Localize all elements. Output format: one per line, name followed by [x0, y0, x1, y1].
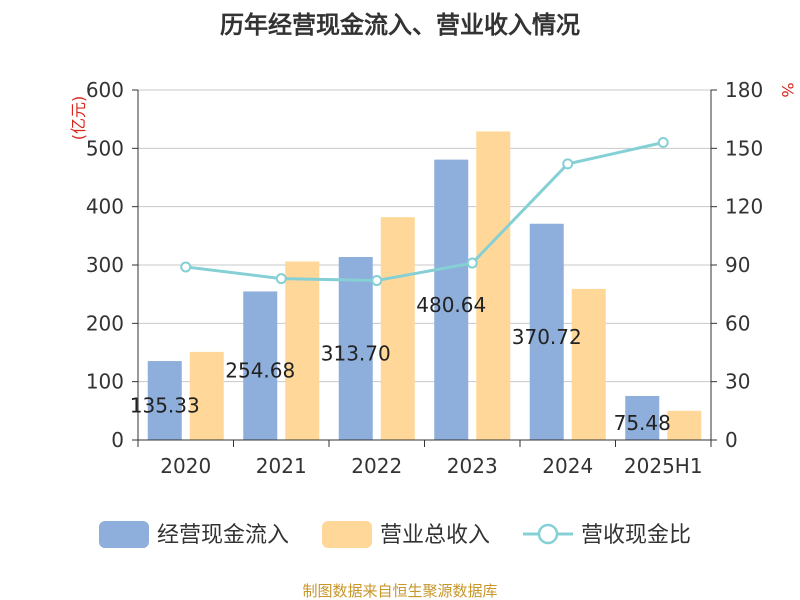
x-tick-label: 2020 — [160, 454, 211, 478]
legend-revenue-label: 营业总收入 — [380, 523, 490, 548]
cash-inflow-bar — [243, 291, 278, 440]
ratio-point — [657, 137, 669, 148]
legend-cash-inflow-swatch — [99, 521, 149, 548]
data-labels: 135.33 254.68 313.70 480.64 370.72 75.48 — [130, 293, 671, 435]
left-tick-label: 200 — [86, 311, 124, 335]
revenue-bar — [285, 261, 320, 440]
left-tick-label: 400 — [86, 195, 124, 219]
ratio-point — [371, 275, 383, 287]
revenue-bar — [476, 131, 511, 440]
ratio-line — [185, 141, 664, 283]
left-tick-label: 300 — [86, 253, 124, 277]
cash-inflow-data-label: 75.48 — [614, 411, 671, 435]
cash-inflow-data-label: 480.64 — [416, 293, 486, 317]
ratio-line-group — [180, 137, 669, 287]
revenue-bar — [571, 288, 606, 440]
legend-ratio-label: 营收现金比 — [581, 523, 691, 548]
ratio-point — [562, 158, 574, 170]
ratio-point — [180, 261, 192, 273]
cash-inflow-data-label: 135.33 — [130, 394, 200, 418]
x-tick-label: 2025H1 — [624, 454, 703, 478]
left-tick-label: 100 — [86, 370, 124, 394]
revenue-bar — [189, 351, 224, 440]
revenue-bar — [667, 410, 702, 440]
source-note: 制图数据来自恒生聚源数据库 — [302, 582, 497, 600]
cash-inflow-data-label: 370.72 — [512, 325, 582, 349]
legend: 经营现金流入 营业总收入 营收现金比 — [99, 521, 691, 548]
x-tick-label: 2021 — [256, 454, 307, 478]
cash-inflow-bar — [338, 257, 373, 440]
ratio-point — [466, 257, 478, 269]
chart-title: 历年经营现金流入、营业收入情况 — [220, 11, 580, 39]
axes: 0 100 200 300 400 500 600 0 30 60 90 120 150 180 2020 2… — [86, 78, 763, 478]
right-tick-label: 120 — [725, 195, 763, 219]
right-axis-unit: % — [778, 82, 797, 97]
grid-lines — [138, 89, 711, 383]
ratio-point — [275, 273, 287, 285]
left-tick-label: 0 — [111, 428, 124, 452]
right-tick-label: 0 — [725, 428, 738, 452]
right-tick-label: 30 — [725, 370, 750, 394]
right-tick-label: 90 — [725, 253, 750, 277]
right-tick-label: 60 — [725, 311, 750, 335]
cash-inflow-bar — [434, 159, 469, 441]
left-tick-label: 600 — [86, 78, 124, 102]
legend-revenue-swatch — [322, 521, 372, 548]
left-tick-label: 500 — [86, 136, 124, 160]
revenue-bar — [380, 217, 415, 440]
cash-inflow-data-label: 254.68 — [225, 359, 295, 383]
cash-inflow-bar — [147, 361, 182, 440]
bar-group — [147, 131, 702, 441]
x-tick-label: 2024 — [542, 454, 593, 478]
x-tick-label: 2023 — [447, 454, 498, 478]
legend-ratio-swatch-marker — [537, 523, 559, 545]
cash-inflow-bar — [625, 395, 660, 440]
right-tick-label: 180 — [725, 78, 763, 102]
x-tick-label: 2022 — [351, 454, 402, 478]
cash-inflow-data-label: 313.70 — [321, 342, 391, 366]
left-axis-unit: (亿元) — [69, 96, 88, 141]
right-tick-label: 150 — [725, 136, 763, 160]
legend-cash-inflow-label: 经营现金流入 — [157, 523, 289, 548]
cash-inflow-bar — [529, 223, 564, 440]
